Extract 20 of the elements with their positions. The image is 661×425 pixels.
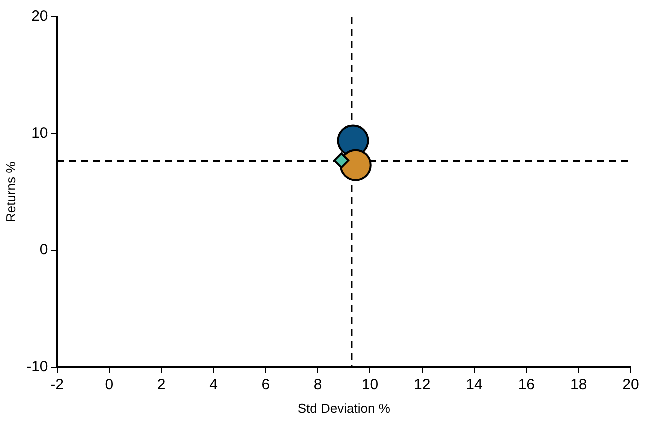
x-tick-label: 2	[157, 376, 166, 394]
x-tick-label: 14	[466, 376, 483, 394]
y-tick-label: -10	[26, 358, 48, 376]
x-tick-label: 16	[518, 376, 536, 394]
point	[334, 152, 350, 169]
x-tick-label: 8	[314, 376, 322, 394]
x-tick-label: 12	[414, 376, 431, 394]
x-tick-label: 10	[362, 376, 379, 394]
x-axis-title: Std Deviation %	[298, 400, 391, 416]
x-tick-label: 4	[210, 376, 218, 394]
x-tick-label: 6	[262, 376, 270, 394]
point	[340, 149, 372, 182]
x-tick-label: -2	[50, 376, 64, 394]
x-tick-label: 18	[570, 376, 588, 394]
y-tick-label: 10	[32, 124, 48, 142]
y-axis-title: Returns %	[3, 161, 18, 223]
y-tick-label: 20	[32, 8, 48, 26]
y-tick-label: 0	[40, 242, 48, 259]
x-tick-label: 0	[105, 376, 114, 394]
x-tick-label: 20	[622, 376, 640, 394]
